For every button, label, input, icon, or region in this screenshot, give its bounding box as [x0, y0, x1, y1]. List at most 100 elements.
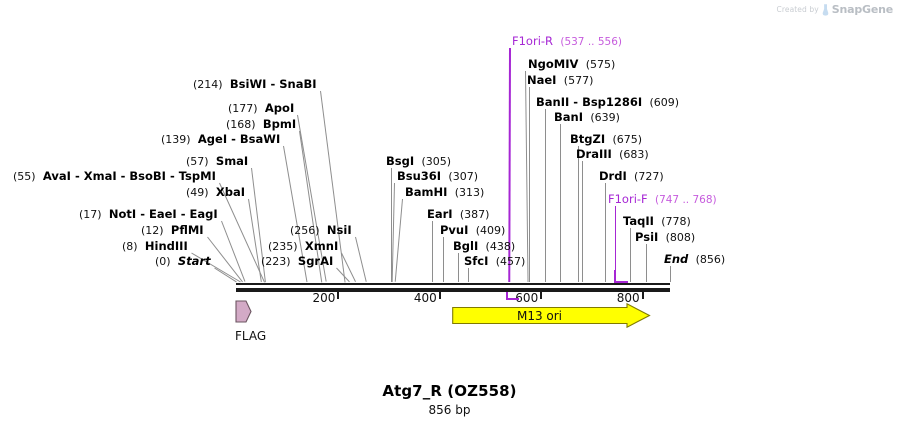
site-name-1: BglI [453, 239, 479, 253]
label-bamhi[interactable]: BamHI (313) [405, 186, 484, 199]
ruler-tick-200 [337, 292, 340, 299]
leader-line-drdi [604, 183, 606, 282]
site-name-1: BanII [536, 95, 570, 109]
label-sfci[interactable]: SfcI (457) [464, 255, 525, 268]
site-name-1: F1ori-F [608, 192, 648, 206]
label-pflmi[interactable]: (12) PflMI [141, 224, 204, 237]
site-name-1: PflMI [170, 223, 204, 237]
site-name-1: Start [177, 254, 211, 268]
site-position: (778) [661, 215, 691, 228]
site-name-2: EaeI [149, 207, 177, 221]
label-bsu36i[interactable]: Bsu36I (307) [397, 170, 478, 183]
label-bsgi[interactable]: BsgI (305) [386, 155, 451, 168]
site-position: (223) [261, 255, 291, 268]
site-name-1: DraIII [576, 147, 612, 161]
label-bgli[interactable]: BglI (438) [453, 240, 515, 253]
site-position: (727) [634, 170, 664, 183]
sequence-title-block: Atg7_R (OZ558) 856 bp [0, 382, 899, 417]
site-position: (49) [186, 186, 209, 199]
label-separator: - [176, 207, 190, 221]
label-start[interactable]: (0) Start [155, 255, 211, 268]
label-bani[interactable]: BanI (639) [554, 111, 620, 124]
site-name-3: EagI [189, 207, 218, 221]
site-position: (609) [649, 96, 680, 109]
site-name-2: Bsp1286I [582, 95, 643, 109]
leader-line-btgzi [578, 146, 580, 282]
label-hindiii[interactable]: (8) HindIII [122, 240, 188, 253]
label-drdi[interactable]: DrdI (727) [599, 170, 664, 183]
label-banii-bsp[interactable]: BanII - Bsp1286I (609) [536, 96, 679, 109]
site-name-1: NaeI [527, 73, 557, 87]
label-btgzi[interactable]: BtgZI (675) [570, 133, 642, 146]
site-name-2: SnaBI [279, 77, 317, 91]
site-name-1: EarI [427, 207, 453, 221]
site-position: (55) [13, 170, 36, 183]
label-pvui[interactable]: PvuI (409) [440, 224, 505, 237]
flag-feature-arrow[interactable] [232, 299, 254, 325]
site-name-1: PsiI [635, 230, 659, 244]
ruler-label-400: 400 [413, 291, 437, 305]
label-bpmi[interactable]: (168) BpmI [226, 118, 296, 131]
leader-line-bani [559, 124, 561, 282]
leader-line-taqii [630, 228, 632, 282]
ruler-tick-800 [641, 292, 644, 299]
site-position: (0) [155, 255, 171, 268]
ruler-bar-top [236, 283, 670, 285]
m13-ori-feature-label: M13 ori [516, 309, 563, 323]
label-bsiwi-snabi[interactable]: (214) BsiWI - SnaBI [193, 78, 317, 91]
label-eari[interactable]: EarI (387) [427, 208, 489, 221]
label-noti-group[interactable]: (17) NotI - EaeI - EagI [79, 208, 218, 221]
label-xmni[interactable]: (235) XmnI [268, 240, 338, 253]
ruler-label-800: 800 [616, 291, 640, 305]
label-xbai[interactable]: (49) XbaI [186, 186, 245, 199]
ruler-label-200: 200 [312, 291, 336, 305]
site-position: (214) [193, 78, 223, 91]
site-name-1: NotI [108, 207, 137, 221]
site-position: (17) [79, 208, 102, 221]
leader-line-pvui [443, 237, 445, 282]
watermark-brand: SnapGene [831, 3, 893, 16]
site-position: (12) [141, 224, 164, 237]
label-naei[interactable]: NaeI (577) [527, 74, 593, 87]
label-psii[interactable]: PsiI (808) [635, 231, 695, 244]
site-name-1: SgrAI [297, 254, 334, 268]
site-name-1: BpmI [262, 117, 297, 131]
label-separator: - [136, 207, 149, 221]
label-draiii[interactable]: DraIII (683) [576, 148, 649, 161]
sequence-length: 856 bp [428, 403, 471, 417]
site-position: (537 .. 556) [560, 36, 622, 48]
leader-line-bgli [458, 253, 460, 282]
label-sgrai[interactable]: (223) SgrAI [261, 255, 333, 268]
label-separator: - [116, 169, 130, 183]
site-name-1: F1ori-R [512, 34, 554, 48]
label-f1ori-r[interactable]: F1ori-R (537 .. 556) [512, 35, 622, 48]
site-name-1: XbaI [215, 185, 246, 199]
site-position: (639) [590, 111, 620, 124]
label-agei-bsawi[interactable]: (139) AgeI - BsaWI [161, 133, 280, 146]
leader-line-psii [645, 244, 647, 282]
watermark-created-by: Created by [776, 5, 819, 14]
m13-ori-feature-arrow[interactable] [452, 303, 651, 329]
site-position: (8) [122, 240, 138, 253]
label-taqii[interactable]: TaqII (778) [623, 215, 691, 228]
label-f1ori-f[interactable]: F1ori-F (747 .. 768) [608, 193, 717, 206]
label-separator: - [165, 169, 179, 183]
site-position: (457) [495, 255, 526, 268]
label-smai[interactable]: (57) SmaI [186, 155, 248, 168]
label-apoi[interactable]: (177) ApoI [228, 102, 294, 115]
site-position: (577) [563, 74, 594, 87]
label-ngomiv[interactable]: NgoMIV (575) [528, 58, 615, 71]
site-position: (139) [161, 133, 191, 146]
label-end[interactable]: End (856) [664, 253, 725, 266]
sequence-name: Atg7_R (OZ558) [382, 382, 517, 400]
site-name-1: DrdI [599, 169, 627, 183]
site-position: (675) [612, 133, 643, 146]
ruler-label-600: 600 [515, 291, 539, 305]
label-avai-group[interactable]: (55) AvaI - XmaI - BsoBI - TspMI [13, 170, 216, 183]
site-position: (177) [228, 102, 258, 115]
label-nsii[interactable]: (256) NsiI [290, 224, 352, 237]
leader-line-naei [528, 87, 530, 282]
site-name-1: TaqII [623, 214, 654, 228]
site-name-4: TspMI [178, 169, 216, 183]
site-position: (856) [695, 253, 726, 266]
